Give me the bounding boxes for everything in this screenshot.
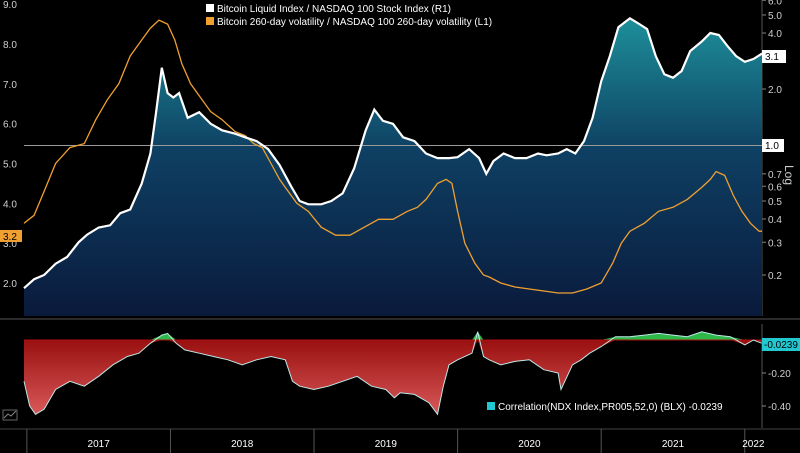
left-tick-label: 9.0 [3, 0, 17, 11]
left-tick-label: 2.0 [3, 279, 17, 290]
right-tick-label: 0.5 [768, 197, 782, 208]
legend-swatch-volatility [206, 17, 214, 25]
right-tick-label: 6.0 [768, 0, 782, 7]
right-tick-label: 4.0 [768, 29, 782, 40]
right-last-value-badge: 3.1 [762, 50, 786, 63]
right-tick-label: 5.0 [768, 11, 782, 22]
x-tick-label: 2018 [231, 439, 254, 450]
right-tick-label: 2.0 [768, 85, 782, 96]
left-tick-label: 3.0 [3, 239, 17, 250]
correlation-legend: Correlation(NDX Index,PR005,52,0) (BLX) … [477, 395, 760, 417]
legend-swatch-ratio [206, 4, 214, 12]
right-tick-label: 0.3 [768, 238, 782, 249]
correlation-line [23, 331, 763, 416]
left-tick-label: 5.0 [3, 160, 17, 171]
correlation-last-value: -0.0239 [764, 340, 798, 351]
right-tick-label: 0.7 [768, 170, 782, 181]
right-last-value: 3.1 [765, 52, 779, 63]
correlation-last-value-badge: -0.0239 [762, 338, 800, 351]
correlation-negative-fill [24, 340, 762, 415]
correlation-tick-label: -0.20 [768, 369, 791, 380]
left-tick-label: 6.0 [3, 120, 17, 131]
legend: Bitcoin Liquid Index / NASDAQ 100 Stock … [206, 4, 492, 28]
left-last-value: 3.2 [3, 232, 17, 243]
correlation-positive-fill [24, 331, 762, 340]
x-tick-label: 2017 [88, 439, 111, 450]
x-tick-label: 2019 [375, 439, 398, 450]
main-panel: 2.0 3.0 4.0 5.0 6.0 7.0 8.0 9.0 0.2 0.3 0.4 0.5 0.6… [0, 0, 796, 317]
volatility-ratio-line [23, 19, 762, 294]
right-tick-label: 0.2 [768, 271, 782, 282]
left-axis: 2.0 3.0 4.0 5.0 6.0 7.0 8.0 9.0 [3, 0, 17, 290]
price-ratio-line [23, 16, 763, 290]
chart-thumbnail-icon[interactable] [2, 409, 18, 421]
legend-label-ratio: Bitcoin Liquid Index / NASDAQ 100 Stock … [217, 4, 451, 15]
ratio-area-fill [24, 18, 762, 317]
reference-line-badge: 1.0 [762, 139, 784, 152]
correlation-panel: -0.20 -0.40 -0.0239 Correlation(NDX Index… [2, 324, 800, 428]
log-scale-label: Log [782, 165, 796, 185]
legend-label-volatility: Bitcoin 260-day volatility / NASDAQ 100 … [217, 17, 492, 28]
right-axis: 0.20.30.40.50.60.72.03.04.05.06.0 [761, 0, 782, 316]
x-tick-label: 2021 [662, 439, 685, 450]
right-tick-label: 0.6 [768, 182, 782, 193]
x-axis: 2017 2018 2019 2020 2021 2022 [26, 429, 765, 453]
left-last-value-badge: 3.2 [0, 230, 22, 243]
correlation-legend-swatch [487, 402, 495, 410]
correlation-legend-label: Correlation(NDX Index,PR005,52,0) (BLX) … [498, 402, 723, 413]
correlation-tick-label: -0.40 [768, 402, 791, 413]
right-tick-label: 0.4 [768, 215, 782, 226]
left-tick-label: 7.0 [3, 80, 17, 91]
left-tick-label: 8.0 [3, 40, 17, 51]
reference-line-value: 1.0 [765, 141, 779, 152]
x-tick-label: 2022 [742, 439, 765, 450]
left-tick-label: 4.0 [3, 199, 17, 210]
x-tick-label: 2020 [518, 439, 541, 450]
